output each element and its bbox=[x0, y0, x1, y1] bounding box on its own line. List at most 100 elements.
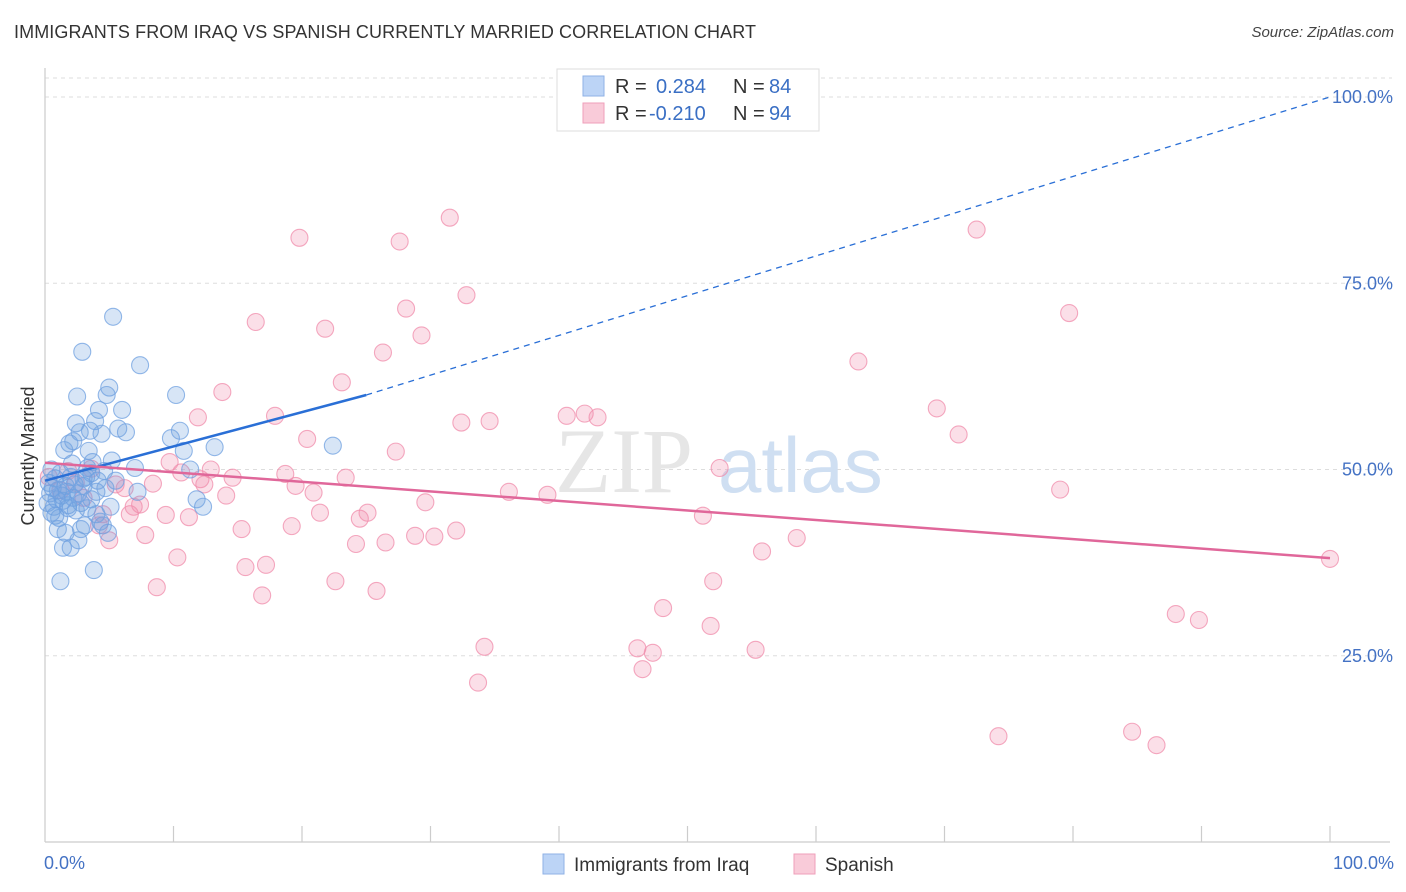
spanish-point bbox=[326, 572, 345, 591]
iraq-point bbox=[78, 499, 97, 518]
spanish-point bbox=[1320, 549, 1340, 568]
spanish-point bbox=[136, 526, 155, 545]
legend-r-value-spanish: -0.210 bbox=[649, 103, 706, 125]
spanish-point bbox=[949, 425, 968, 444]
y-tick-label: 75.0% bbox=[1342, 273, 1393, 293]
iraq-point bbox=[87, 482, 106, 501]
iraq-point bbox=[187, 490, 206, 509]
spanish-point bbox=[1166, 604, 1185, 624]
bottom-legend-swatch-spanish bbox=[793, 853, 816, 875]
spanish-point bbox=[475, 637, 494, 656]
spanish-point bbox=[160, 452, 179, 472]
iraq-point bbox=[69, 531, 88, 550]
spanish-point bbox=[628, 639, 647, 658]
spanish-point bbox=[100, 531, 119, 550]
legend-n-value-iraq: 84 bbox=[769, 76, 791, 98]
spanish-point bbox=[701, 616, 720, 636]
spanish-point bbox=[480, 412, 499, 431]
spanish-point bbox=[468, 673, 488, 692]
trend-lines bbox=[44, 96, 1331, 560]
spanish-point bbox=[179, 508, 198, 527]
iraq-trend-extension bbox=[366, 96, 1331, 396]
spanish-point bbox=[425, 527, 444, 546]
iraq-point bbox=[96, 479, 115, 498]
watermark-atlas: atlas bbox=[718, 421, 883, 509]
spanish-point bbox=[232, 520, 251, 539]
iraq-point bbox=[323, 436, 342, 455]
spanish-points bbox=[39, 208, 1340, 755]
spanish-point bbox=[693, 506, 712, 525]
spanish-point bbox=[376, 533, 395, 552]
x-tick-label-min: 0.0% bbox=[44, 853, 85, 873]
spanish-point bbox=[168, 548, 187, 567]
iraq-point bbox=[167, 385, 186, 405]
iraq-point bbox=[80, 421, 100, 440]
spanish-point bbox=[452, 413, 471, 432]
spanish-point bbox=[213, 382, 232, 402]
spanish-point bbox=[457, 286, 476, 305]
spanish-point bbox=[156, 505, 175, 524]
spanish-point bbox=[927, 399, 946, 418]
spanish-point bbox=[367, 581, 386, 600]
spanish-point bbox=[332, 373, 351, 392]
iraq-point bbox=[128, 482, 147, 501]
spanish-point bbox=[195, 475, 214, 494]
spanish-point bbox=[787, 528, 806, 548]
spanish-point bbox=[147, 578, 166, 597]
spanish-point bbox=[654, 599, 673, 618]
spanish-point bbox=[1123, 722, 1142, 741]
iraq-point bbox=[205, 438, 224, 457]
spanish-point bbox=[390, 232, 409, 251]
spanish-point bbox=[290, 228, 309, 247]
spanish-point bbox=[633, 660, 652, 679]
spanish-point bbox=[316, 319, 335, 338]
spanish-point bbox=[346, 534, 366, 554]
spanish-point bbox=[143, 474, 162, 493]
iraq-point bbox=[64, 432, 83, 451]
legend-swatch-iraq bbox=[582, 75, 605, 97]
spanish-point bbox=[557, 406, 576, 425]
chart-title: IMMIGRANTS FROM IRAQ VS SPANISH CURRENTL… bbox=[14, 22, 757, 42]
iraq-point bbox=[101, 497, 120, 516]
iraq-point bbox=[61, 538, 80, 557]
spanish-point bbox=[710, 458, 729, 478]
iraq-point bbox=[98, 523, 118, 542]
iraq-point bbox=[51, 572, 70, 591]
spanish-point bbox=[310, 503, 330, 522]
spanish-point bbox=[1147, 736, 1166, 755]
series-legend: Immigrants from Iraq Spanish bbox=[542, 853, 894, 876]
stats-legend: R = 0.284 N = 84 R = -0.210 N = 94 bbox=[556, 68, 820, 132]
iraq-point bbox=[73, 342, 92, 361]
iraq-point bbox=[92, 424, 111, 443]
iraq-point bbox=[84, 561, 103, 580]
spanish-trend-line bbox=[44, 461, 1331, 560]
iraq-point bbox=[100, 378, 119, 397]
x-ticks bbox=[172, 826, 1331, 842]
iraq-point bbox=[181, 460, 200, 479]
iraq-point bbox=[66, 414, 85, 433]
spanish-point bbox=[849, 352, 868, 371]
iraq-point bbox=[68, 387, 87, 406]
spanish-point bbox=[358, 503, 377, 522]
legend-n-value-spanish: 94 bbox=[769, 103, 791, 125]
iraq-point bbox=[113, 400, 132, 419]
legend-r-label-spanish: R = bbox=[615, 103, 647, 125]
bottom-legend-swatch-iraq bbox=[542, 853, 565, 875]
iraq-point bbox=[46, 506, 65, 525]
spanish-point bbox=[373, 343, 393, 362]
iraq-point bbox=[48, 520, 67, 539]
spanish-point bbox=[304, 483, 323, 502]
spanish-point bbox=[298, 429, 317, 449]
iraq-point bbox=[104, 307, 123, 326]
y-tick-label: 50.0% bbox=[1342, 460, 1393, 480]
source-label: Source: ZipAtlas.com bbox=[1251, 24, 1394, 41]
iraq-point bbox=[194, 497, 213, 516]
legend-r-value-iraq: 0.284 bbox=[656, 76, 706, 98]
iraq-point bbox=[97, 385, 116, 405]
iraq-points bbox=[38, 307, 342, 591]
spanish-point bbox=[412, 326, 431, 345]
spanish-point bbox=[416, 493, 435, 512]
legend-n-label-iraq: N = bbox=[733, 76, 765, 98]
iraq-point bbox=[131, 356, 150, 375]
